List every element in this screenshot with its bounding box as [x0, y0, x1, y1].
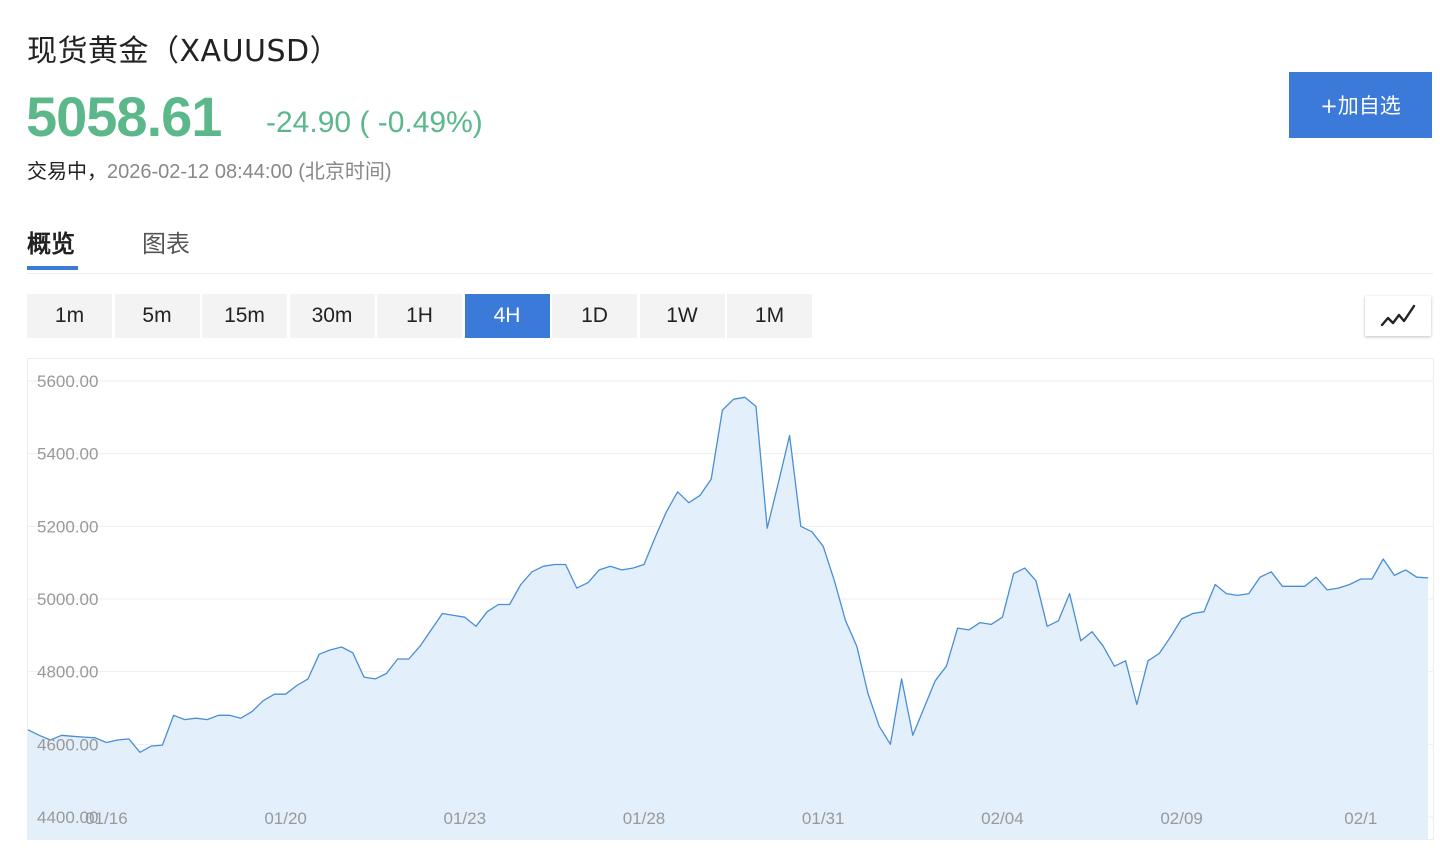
period-1m[interactable]: 1m [27, 294, 112, 338]
x-tick-label: 01/31 [802, 809, 845, 828]
price-chart-svg: 5600.00 5400.00 5200.00 5000.00 4800.00 4600.… [28, 372, 1433, 839]
price-chart: 5600.00 5400.00 5200.00 5000.00 4800.00 4600.… [27, 358, 1434, 840]
period-1d[interactable]: 1D [552, 294, 637, 338]
price-change: -24.90 ( -0.49%) [266, 106, 483, 139]
period-1mo[interactable]: 1M [727, 294, 812, 338]
price-line [28, 396, 1429, 753]
chart-type-button[interactable] [1365, 296, 1431, 336]
x-tick-label: 01/28 [623, 809, 666, 828]
y-tick-label: 4600.00 [37, 735, 98, 754]
current-price: 5058.61 [26, 85, 222, 148]
period-1w[interactable]: 1W [639, 294, 725, 338]
page-title: 现货黄金（XAUUSD） [27, 34, 341, 69]
period-1h[interactable]: 1H [377, 294, 462, 338]
period-5m[interactable]: 5m [114, 294, 200, 338]
period-4h[interactable]: 4H [464, 294, 550, 338]
tab-overview[interactable]: 概览 [27, 224, 78, 270]
tab-bar: 概览 图表 [27, 222, 1433, 274]
y-tick-label: 4400.00 [37, 808, 98, 827]
y-tick-label: 5200.00 [37, 517, 98, 536]
y-tick-label: 5600.00 [37, 372, 98, 391]
x-tick-label: 01/23 [444, 809, 487, 828]
x-tick-label: 01/20 [264, 809, 307, 828]
y-tick-label: 5400.00 [37, 445, 98, 464]
x-tick-label: 02/04 [981, 809, 1024, 828]
period-15m[interactable]: 15m [202, 294, 287, 338]
period-30m[interactable]: 30m [289, 294, 375, 338]
add-to-watchlist-button[interactable]: +加自选 [1289, 72, 1432, 138]
quote-timestamp: 2026-02-12 08:44:00 (北京时间) [107, 161, 392, 183]
tab-chart[interactable]: 图表 [142, 230, 190, 258]
price-area [28, 397, 1428, 839]
x-tick-label: 02/09 [1160, 809, 1203, 828]
line-chart-icon [1380, 304, 1416, 327]
x-tick-label: 02/1 [1344, 809, 1377, 828]
trading-status: 交易中， [27, 159, 107, 183]
x-tick-label: 01/16 [85, 809, 128, 828]
y-tick-label: 4800.00 [37, 663, 98, 682]
y-tick-label: 5000.00 [37, 590, 98, 609]
trading-status-line: 交易中，2026-02-12 08:44:00 (北京时间) [27, 155, 392, 184]
period-selector: 1m 5m 15m 30m 1H 4H 1D 1W 1M [27, 294, 815, 338]
